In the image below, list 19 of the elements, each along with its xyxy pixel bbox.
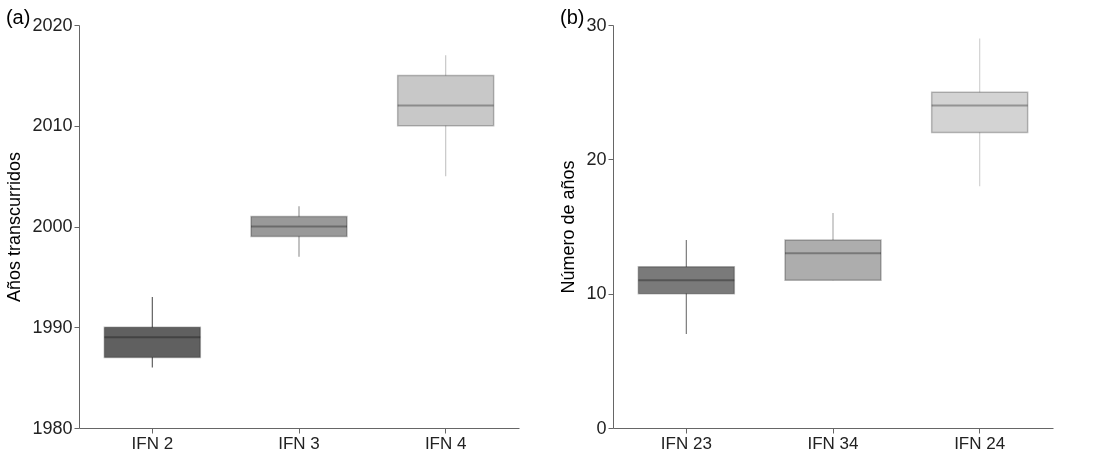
x-tick-label: IFN 23 (660, 433, 712, 453)
y-tick-label: 2000 (32, 216, 73, 236)
y-axis-title: Años transcurridos (4, 151, 25, 303)
y-tick-label: 1980 (32, 417, 73, 438)
x-tick-label: IFN 2 (131, 433, 174, 453)
y-tick-label: 2020 (32, 14, 73, 35)
x-tick-label: IFN 34 (807, 433, 859, 453)
y-tick-label: 0 (596, 417, 607, 438)
chart-title: (a) (5, 6, 31, 28)
y-tick-label: 2010 (32, 115, 73, 136)
chart-title: (b) (559, 6, 585, 28)
y-tick-label: 10 (586, 283, 607, 304)
y-tick-label: 30 (586, 14, 607, 35)
x-tick-label: IFN 4 (424, 433, 467, 453)
y-tick-label: 1990 (32, 316, 73, 337)
y-tick-label: 20 (586, 148, 607, 169)
x-tick-label: IFN 3 (278, 433, 320, 453)
x-tick-label: IFN 24 (954, 433, 1006, 453)
y-axis-title: Número de años (558, 160, 579, 294)
